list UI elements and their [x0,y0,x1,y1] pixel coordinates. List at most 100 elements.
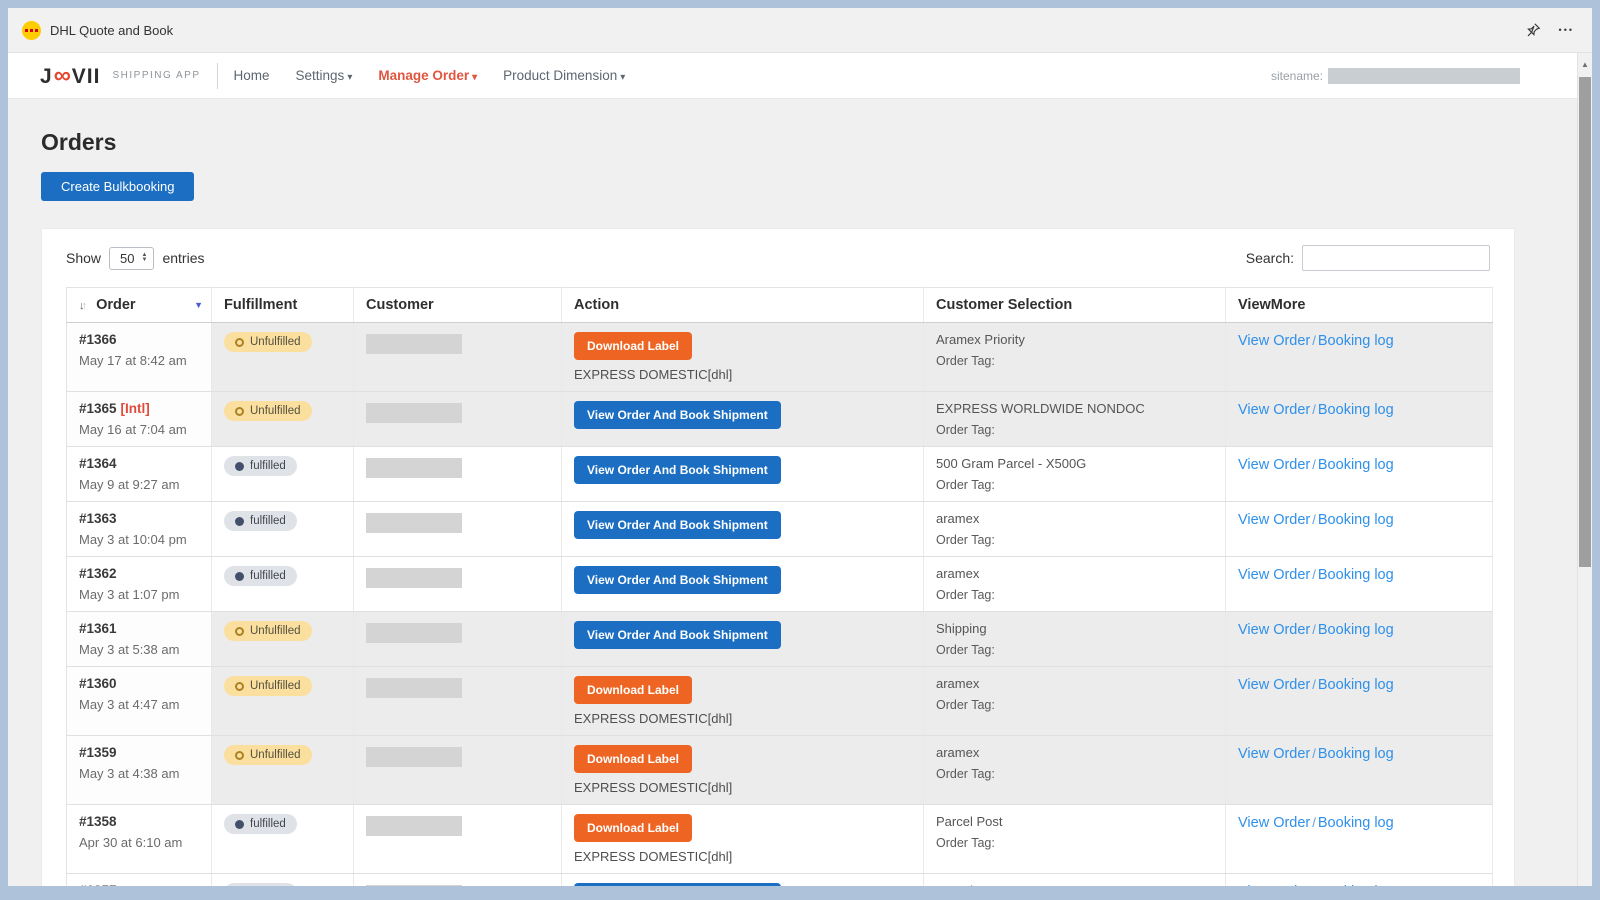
order-cell: #1357Apr 29 at 6:19 am [66,873,212,886]
order-date: May 3 at 5:38 am [79,642,180,657]
download-label-button[interactable]: Download Label [574,332,693,360]
view-order-and-book-shipment-button[interactable]: View Order And Book Shipment [574,456,781,484]
link-separator: / [1312,622,1316,637]
redacted-customer [366,885,462,886]
orders-table-body: #1366 May 17 at 8:42 am Unfulfilled Downloa… [66,322,1493,886]
main-content: Orders Create Bulkbooking Show 50 ▲ ▼ ent… [8,99,1592,886]
booking-log-link[interactable]: Booking log [1317,402,1394,418]
order-number: #1363 [79,511,117,526]
redacted-customer [366,403,462,423]
status-dot-icon [235,571,244,581]
joovii-logo[interactable]: J ∞ VII [40,62,100,90]
booking-log-link[interactable]: Booking log [1317,622,1394,638]
view-order-link[interactable]: View Order [1238,512,1311,528]
fulfillment-badge: fulfilled [224,511,297,531]
scrollbar-thumb[interactable] [1579,77,1591,567]
booking-log-link[interactable]: Booking log [1317,512,1394,528]
status-dot-icon [235,406,244,416]
order-date: Apr 30 at 6:10 am [79,835,183,850]
action-cell: Download Label EXPRESS DOMESTIC[dhl] [561,735,924,805]
order-cell: #1362 May 3 at 1:07 pm [66,556,212,612]
fulfillment-label: fulfilled [250,460,286,472]
column-header-action[interactable]: Action [561,287,924,323]
fulfillment-cell: Unfulfilled [211,322,354,392]
viewmore-cell: View Order/Booking log [1225,804,1493,874]
link-separator: / [1312,884,1316,886]
order-date: May 3 at 1:07 pm [79,587,180,602]
table-row: #1358 Apr 30 at 6:10 am fulfilled Download … [66,804,1493,874]
customer-selection-value: aramex [936,676,980,691]
nav-item-label: Home [233,68,270,83]
table-row: #1363 May 3 at 10:04 pm fulfilled View Orde… [66,501,1493,557]
view-order-and-book-shipment-button[interactable]: View Order And Book Shipment [574,566,781,594]
order-number: #1366 [79,332,117,347]
dhl-favicon-icon [22,20,41,40]
vertical-scrollbar[interactable]: ▲ [1577,53,1592,886]
column-header-viewmore[interactable]: ViewMore [1225,287,1493,323]
column-header-customer[interactable]: Customer [353,287,562,323]
status-dot-icon [235,681,244,691]
view-order-link[interactable]: View Order [1238,457,1311,473]
fulfillment-cell: fulfilled [211,501,354,557]
view-order-link[interactable]: View Order [1238,622,1311,638]
customer-cell [353,873,562,886]
download-label-button[interactable]: Download Label [574,814,693,842]
nav-item-settings[interactable]: Settings ▾ [296,68,353,83]
download-label-button[interactable]: Download Label [574,676,693,704]
view-order-link[interactable]: View Order [1238,677,1311,693]
booking-log-link[interactable]: Booking log [1317,677,1394,693]
table-row: #1360 May 3 at 4:47 am Unfulfilled Download… [66,666,1493,736]
download-label-button[interactable]: Download Label [574,745,693,773]
order-cell: #1360 May 3 at 4:47 am [66,666,212,736]
view-order-and-book-shipment-button[interactable]: View Order And Book Shipment [574,401,781,429]
customer-selection-cell: 500 Gram Parcel - X500G Order Tag: [923,446,1226,502]
nav-item-manage-order[interactable]: Manage Order ▾ [378,68,477,83]
column-header-order[interactable]: ↓↑ Order ▼ [66,287,212,323]
booking-log-link[interactable]: Booking log [1317,815,1394,831]
order-tag-label: Order Tag: [936,588,995,602]
filter-caret-icon[interactable]: ▼ [194,300,203,310]
customer-cell [353,556,562,612]
page-size-select[interactable]: 50 ▲ ▼ [109,246,155,270]
booking-log-link[interactable]: Booking log [1318,884,1394,886]
nav-item-home[interactable]: Home [234,68,270,83]
fulfillment-badge: Unfulfilled [224,332,312,352]
view-order-and-book-shipment-button[interactable]: View Order And Book Shipment [574,883,781,886]
fulfillment-cell: fulfilled [211,804,354,874]
chevron-down-icon: ▾ [347,72,353,83]
create-bulkbooking-button[interactable]: Create Bulkbooking [41,172,195,201]
order-tag-label: Order Tag: [936,478,995,492]
booking-log-link[interactable]: Booking log [1317,333,1394,349]
view-order-link[interactable]: View Order [1238,333,1311,349]
view-order-link[interactable]: View Order [1238,567,1311,583]
view-order-and-book-shipment-button[interactable]: View Order And Book Shipment [574,621,781,649]
customer-selection-value: Shipping [936,621,987,636]
fulfillment-badge: Unfulfilled [224,745,312,765]
table-row: #1357Apr 29 at 6:19 am fulfilled View Orde… [66,873,1493,886]
fulfillment-cell: Unfulfilled [211,735,354,805]
search-input[interactable] [1302,245,1490,271]
viewmore-cell: View Order/Booking log [1225,446,1493,502]
view-order-link[interactable]: View Order [1238,746,1311,762]
view-order-link[interactable]: View Order [1238,402,1311,418]
customer-cell [353,804,562,874]
shipping-service-label: EXPRESS DOMESTIC[dhl] [574,711,733,726]
order-tag-label: Order Tag: [936,643,995,657]
redacted-customer [366,623,462,643]
viewmore-cell: View Order/Booking log [1225,556,1493,612]
fulfillment-label: Unfulfilled [250,336,301,348]
more-options-icon[interactable]: ••• [1558,25,1574,35]
scroll-up-icon[interactable]: ▲ [1581,60,1589,69]
column-header-customer-selection[interactable]: Customer Selection [923,287,1226,323]
pin-icon[interactable] [1525,22,1541,38]
view-order-link[interactable]: View Order [1238,884,1310,886]
view-order-and-book-shipment-button[interactable]: View Order And Book Shipment [574,511,781,539]
booking-log-link[interactable]: Booking log [1317,746,1394,762]
view-order-link[interactable]: View Order [1238,815,1311,831]
booking-log-link[interactable]: Booking log [1317,457,1394,473]
column-header-fulfillment[interactable]: Fulfillment [211,287,354,323]
booking-log-link[interactable]: Booking log [1317,567,1394,583]
nav-item-product-dimension[interactable]: Product Dimension ▾ [503,68,625,83]
customer-selection-cell: aramex Order Tag: [923,556,1226,612]
link-separator: / [1312,512,1316,527]
